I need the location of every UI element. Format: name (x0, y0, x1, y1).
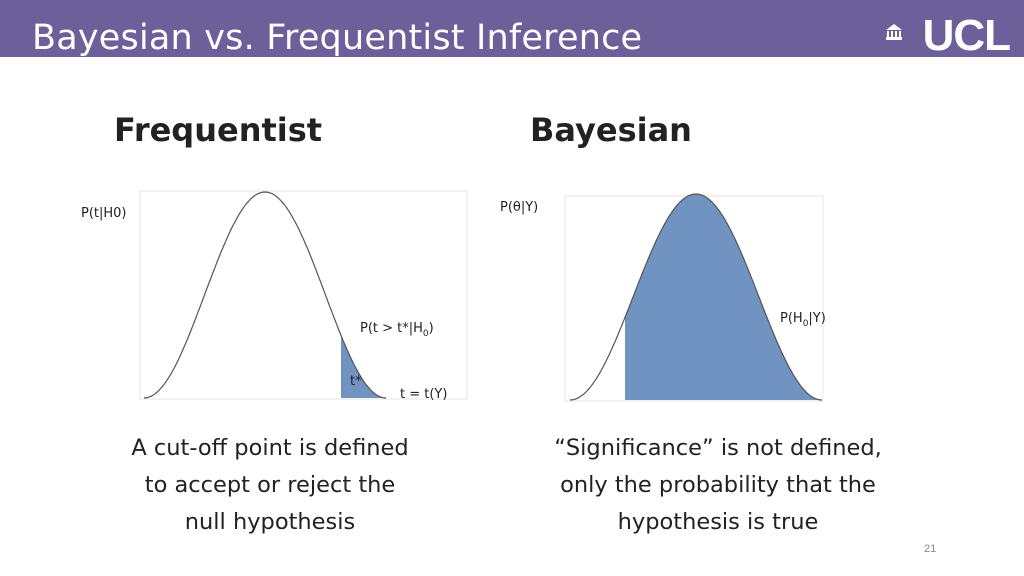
frequentist-y-label: P(t|H0) (81, 206, 127, 221)
frequentist-heading: Frequentist (114, 111, 323, 149)
frequentist-caption: A cut-off point is defined to accept or … (90, 430, 450, 541)
test-statistic-label: t = t(Y) (400, 387, 447, 402)
bayesian-caption-line: hypothesis is true (617, 509, 819, 535)
bayesian-heading: Bayesian (530, 111, 692, 149)
frequentist-caption-line: null hypothesis (184, 509, 356, 535)
bayesian-posterior-region (625, 194, 822, 400)
slide-title: Bayesian vs. Frequentist Inference (32, 18, 643, 58)
frequentist-chart: P(t|H0) P(t > t*|H0) t* t = t(Y) (81, 190, 468, 402)
posterior-area-label: P(H0|Y) (780, 311, 826, 329)
portico-icon (886, 24, 902, 40)
cutoff-label: t* (350, 374, 362, 389)
frequentist-rejection-region (341, 335, 386, 398)
slide-header: Bayesian vs. Frequentist Inference UCL (0, 0, 1024, 60)
ucl-logo: UCL (882, 14, 1011, 60)
ucl-logo-text: UCL (922, 11, 1011, 60)
page-number: 21 (924, 543, 937, 555)
frequentist-plot-frame (139, 190, 468, 400)
bayesian-caption: “Significance” is not defined, only the … (528, 430, 908, 541)
tail-probability-label: P(t > t*|H0) (360, 321, 434, 339)
frequentist-caption-line: to accept or reject the (144, 472, 396, 498)
bayesian-caption-line: only the probability that the (560, 472, 876, 498)
frequentist-density-curve (143, 191, 387, 399)
bayesian-caption-line: “Significance” is not defined, (554, 435, 882, 461)
bayesian-chart: P(θ|Y) P(H0|Y) (500, 193, 826, 402)
frequentist-caption-line: A cut-off point is defined (131, 435, 409, 461)
bayesian-density-curve (569, 193, 823, 401)
bayesian-y-label: P(θ|Y) (500, 200, 538, 215)
